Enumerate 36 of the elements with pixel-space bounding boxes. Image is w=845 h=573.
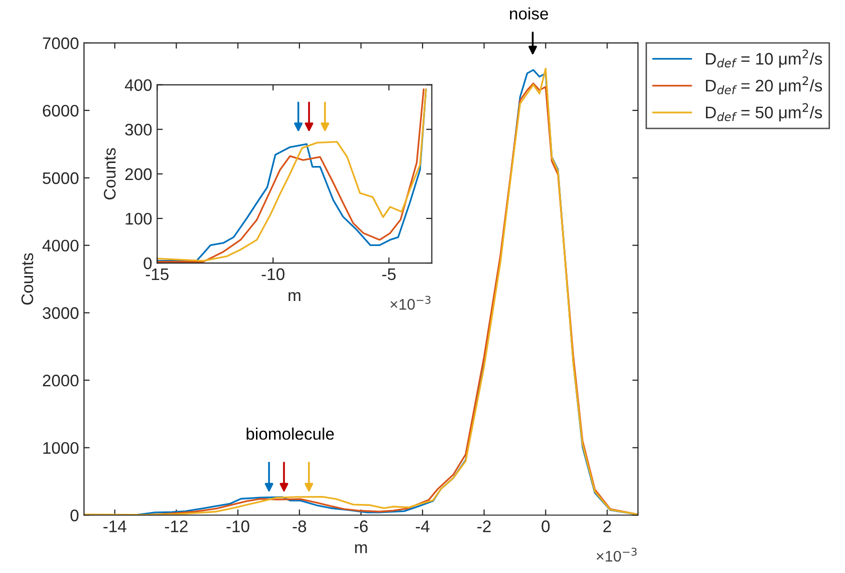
y-tick-label: 200 xyxy=(125,168,152,180)
annotation: biomolecule xyxy=(246,428,334,440)
x-tick-label: -5 xyxy=(382,268,396,280)
y-tick-label: 5000 xyxy=(42,172,78,184)
y-tick-label: 1000 xyxy=(43,442,78,454)
x-axis-title: m xyxy=(355,544,367,554)
x-tick-label: -2 xyxy=(477,520,491,532)
y-tick-label: 300 xyxy=(125,124,152,136)
x-tick-label: -14 xyxy=(103,520,126,532)
x-tick-label: -10 xyxy=(226,520,250,532)
y-tick-label: 2000 xyxy=(42,374,78,386)
x-tick-label: -6 xyxy=(354,520,368,532)
legend-label: D$_{def}$ = 10 μm$^{2}$/s xyxy=(706,50,822,68)
x-tick-label: -12 xyxy=(165,520,188,532)
x-tick-label: -8 xyxy=(292,520,306,532)
x-axis-title: m xyxy=(288,292,300,302)
y-tick-label: 0 xyxy=(144,257,152,270)
x-tick-label: -10 xyxy=(262,268,284,280)
annotation: ×10$^{−3}$ xyxy=(390,296,430,310)
y-axis-title: Counts xyxy=(104,148,116,200)
x-tick-label: -4 xyxy=(416,520,430,532)
y-tick-label: 100 xyxy=(126,212,152,225)
legend-label: D$_{def}$ = 20 μm$^{2}$/s xyxy=(706,76,822,95)
y-tick-label: 7000 xyxy=(42,37,78,50)
y-tick-label: 6000 xyxy=(42,104,78,117)
y-tick-label: 400 xyxy=(124,79,152,92)
x-tick-label: 2 xyxy=(603,520,611,532)
y-axis-title: Counts xyxy=(21,253,34,305)
y-tick-label: 3000 xyxy=(42,307,78,319)
legend-label: D$_{def}$ = 50 μm$^{2}$/s xyxy=(706,103,822,122)
y-tick-label: 0 xyxy=(70,510,78,522)
text: ×10$^{−3}$ xyxy=(596,548,637,562)
x-tick-label: -15 xyxy=(146,268,169,280)
x-tick-label: 0 xyxy=(542,520,550,532)
text: noise xyxy=(510,7,548,20)
y-tick-label: 4000 xyxy=(42,240,78,252)
